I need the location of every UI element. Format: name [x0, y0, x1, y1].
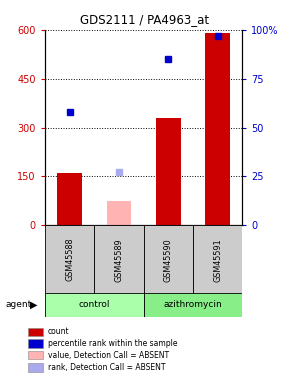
Bar	[45, 292, 144, 317]
Text: rank, Detection Call = ABSENT: rank, Detection Call = ABSENT	[48, 363, 166, 372]
Text: ▶: ▶	[30, 300, 38, 310]
Text: GSM45591: GSM45591	[213, 238, 222, 282]
Text: agent: agent	[6, 300, 32, 309]
Bar	[156, 118, 181, 225]
Bar	[144, 225, 193, 294]
Bar	[144, 292, 242, 317]
Text: GSM45588: GSM45588	[65, 238, 74, 281]
Text: GSM45590: GSM45590	[164, 238, 173, 282]
Text: count: count	[48, 327, 70, 336]
Bar	[205, 33, 230, 225]
Bar	[45, 225, 94, 294]
Text: control: control	[79, 300, 110, 309]
Bar	[107, 201, 131, 225]
Text: azithromycin: azithromycin	[164, 300, 222, 309]
Text: GDS2111 / PA4963_at: GDS2111 / PA4963_at	[80, 13, 210, 26]
Bar	[94, 225, 144, 294]
Text: percentile rank within the sample: percentile rank within the sample	[48, 339, 177, 348]
Bar	[28, 363, 43, 372]
Bar	[193, 225, 242, 294]
Bar	[28, 351, 43, 359]
Text: GSM45589: GSM45589	[114, 238, 124, 282]
Bar	[28, 339, 43, 348]
Bar	[28, 328, 43, 336]
Bar	[57, 173, 82, 225]
Text: value, Detection Call = ABSENT: value, Detection Call = ABSENT	[48, 351, 169, 360]
